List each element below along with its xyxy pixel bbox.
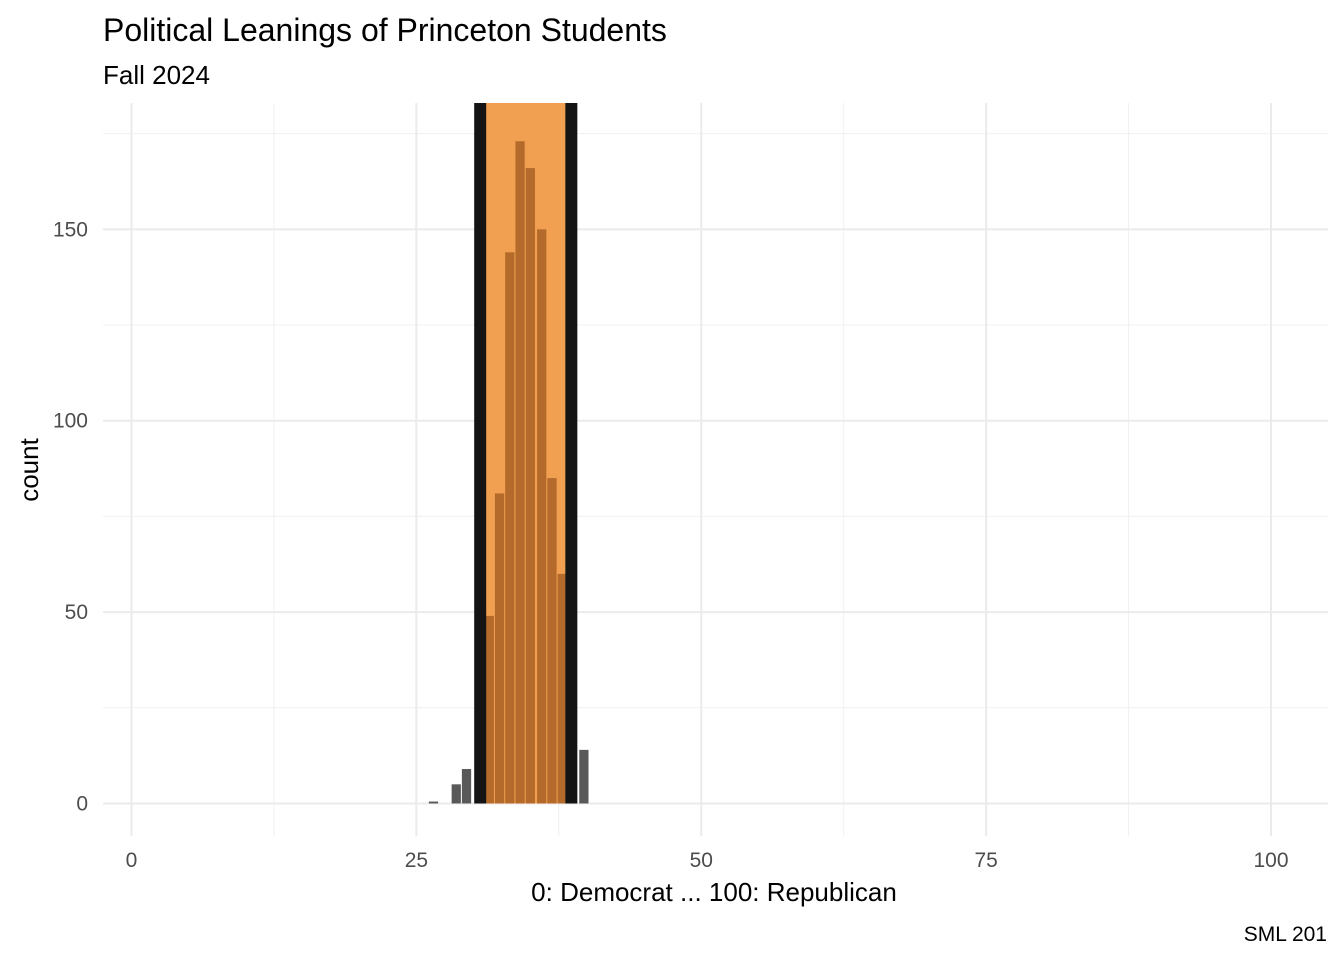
chart-title: Political Leanings of Princeton Students <box>103 12 667 48</box>
histogram-bar <box>494 493 505 804</box>
histogram-bar <box>525 168 535 804</box>
histogram-bar <box>461 769 472 804</box>
histogram-bar <box>537 229 547 804</box>
histogram-bar <box>515 141 525 804</box>
bars <box>428 141 589 804</box>
x-axis-title: 0: Democrat ... 100: Republican <box>531 877 897 907</box>
x-tick-label: 25 <box>405 849 428 872</box>
histogram-bar <box>557 573 567 804</box>
x-tick-label: 0 <box>126 849 138 872</box>
y-tick-label: 50 <box>65 601 88 624</box>
histogram-bar <box>505 252 515 804</box>
histogram-bar <box>428 801 439 804</box>
x-tick-label: 75 <box>974 849 997 872</box>
boundary-lines <box>474 103 578 804</box>
y-tick-label: 100 <box>53 410 88 433</box>
chart-subtitle: Fall 2024 <box>103 60 210 90</box>
plot-area <box>103 103 1328 836</box>
chart-caption: SML 201 <box>1244 923 1327 946</box>
y-tick-label: 0 <box>76 792 88 815</box>
histogram-bar <box>451 784 461 804</box>
y-tick-label: 150 <box>53 218 88 241</box>
grid-major <box>103 103 1328 836</box>
histogram-bar <box>579 749 589 804</box>
y-axis-title: count <box>14 437 44 501</box>
histogram-bar <box>484 615 494 804</box>
x-axis-ticks: 0 25 50 75 100 <box>126 849 1289 872</box>
x-tick-label: 100 <box>1253 849 1288 872</box>
histogram-bar <box>547 478 557 804</box>
x-tick-label: 50 <box>690 849 713 872</box>
y-axis-ticks: 0 50 100 150 <box>53 218 88 815</box>
grid-minor <box>103 103 1328 836</box>
